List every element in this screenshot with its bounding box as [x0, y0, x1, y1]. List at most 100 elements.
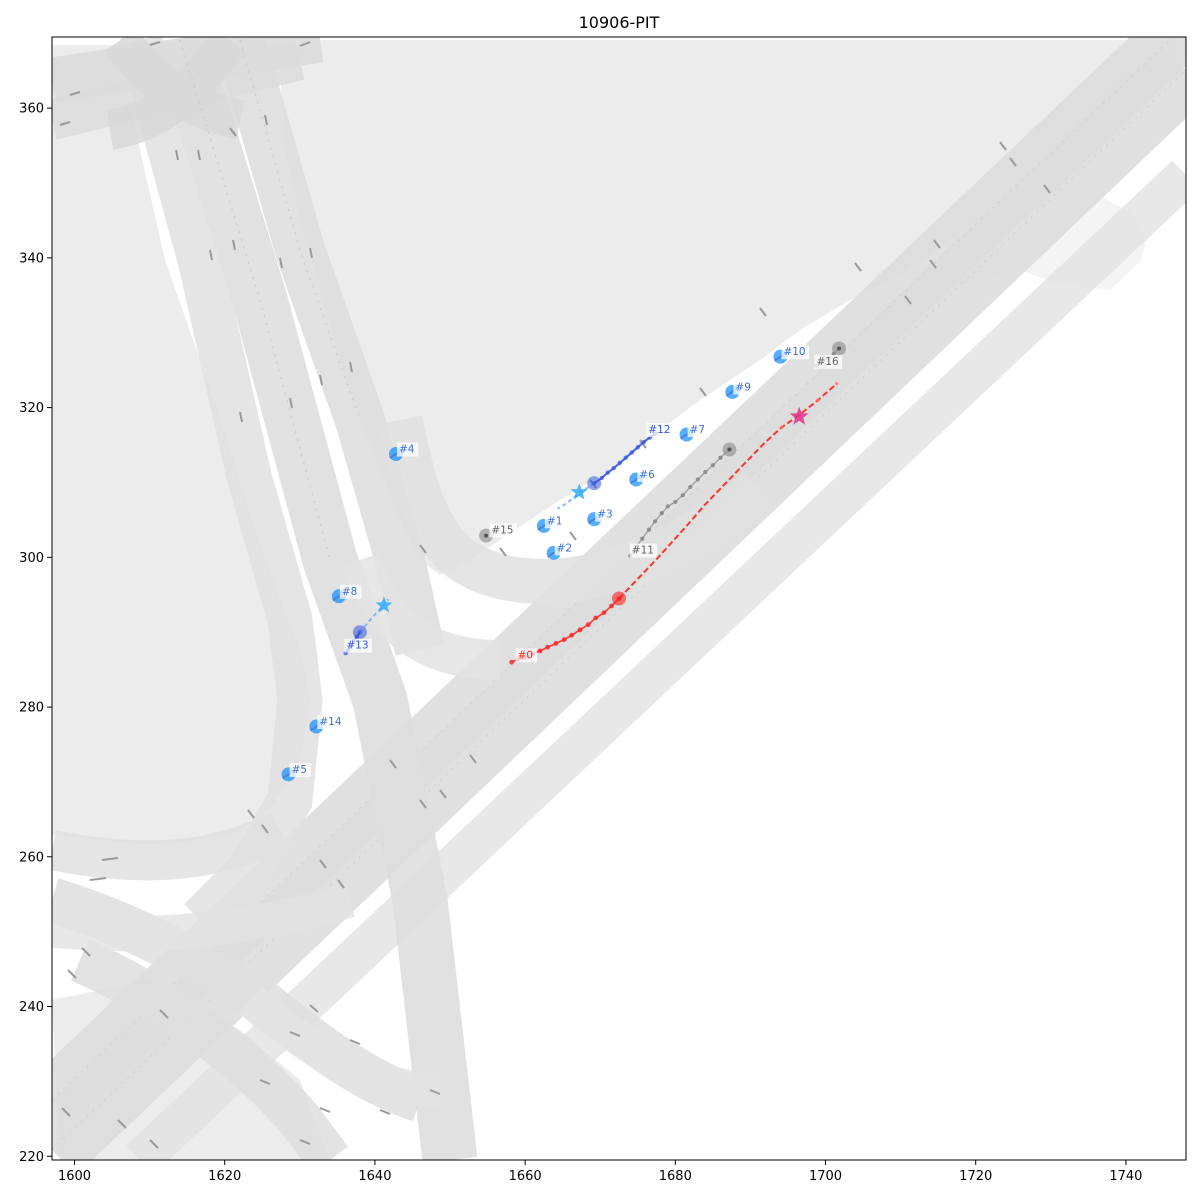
predicted-agent-marker — [352, 625, 367, 640]
agent-label-box — [489, 523, 517, 538]
agent-label: #13 — [346, 640, 368, 652]
agent-label: #15 — [491, 524, 513, 536]
predicted-trail-point — [617, 460, 622, 466]
agent-label-box — [687, 423, 709, 438]
agent-label-box — [646, 423, 674, 438]
agent-label-box — [814, 354, 843, 369]
focal-future-point — [816, 398, 820, 402]
y-tick-label: 340 — [19, 251, 44, 266]
y-tick-label: 320 — [19, 401, 44, 416]
focal-history-point — [509, 659, 515, 665]
agent-label: #6 — [639, 469, 655, 481]
agent-label: #7 — [690, 424, 705, 436]
agent-label-box — [317, 715, 345, 730]
static-history-point — [680, 493, 685, 498]
x-tick-label: 1600 — [58, 1169, 91, 1184]
plot-frame — [51, 36, 1187, 1161]
agent-label-box — [637, 467, 659, 482]
drivable-area — [52, 40, 1186, 1160]
y-tick-label: 360 — [19, 102, 44, 117]
predicted-trail-point — [641, 439, 646, 445]
y-tick-label: 300 — [19, 551, 44, 566]
agent-label: #4 — [399, 444, 415, 456]
road-network — [52, 37, 1186, 1160]
static-history-point — [652, 519, 658, 524]
focal-history-point — [593, 615, 599, 621]
static-history-point — [703, 469, 708, 475]
static-history-point — [673, 499, 678, 505]
focal-goal-star — [789, 406, 809, 425]
focal-history-point — [561, 637, 567, 643]
predicted-trail-point — [611, 466, 616, 471]
agent-label: #16 — [817, 356, 839, 368]
plot-area: #0 #1 #2 #3 #4 #5 #6 #7 #8 #9 #10 #11 #12 #13 #14 #15 #1… — [52, 37, 1186, 1160]
agent-label: #9 — [735, 381, 750, 393]
static-history-point — [659, 511, 664, 516]
agent-label: #8 — [342, 586, 357, 598]
predicted-trail-point — [629, 450, 634, 455]
predicted-trail-point — [599, 475, 604, 481]
x-tick-label: 1720 — [959, 1169, 992, 1184]
focal-history-point — [577, 627, 583, 633]
focal-future-point — [780, 425, 784, 429]
x-tick-label: 1660 — [509, 1169, 542, 1184]
agent-label-box — [289, 762, 311, 777]
agent-label-box — [544, 514, 567, 529]
agent-label: #14 — [319, 716, 341, 728]
agent-label-box — [554, 541, 577, 556]
static-history-point — [640, 536, 645, 541]
predicted-goal-star — [375, 596, 393, 613]
agent-label-box — [515, 648, 538, 663]
focal-history-point — [545, 644, 551, 650]
agent-label: #0 — [518, 649, 533, 661]
y-tick-label: 220 — [19, 1150, 44, 1165]
static-history-point — [665, 504, 670, 509]
y-tick-label: 260 — [19, 850, 44, 865]
focal-agent-marker — [612, 591, 626, 606]
predicted-trail-point — [605, 470, 610, 475]
y-tick-label: 240 — [19, 1000, 44, 1015]
static-history-point — [646, 527, 652, 532]
plot-title: 10906-PIT — [579, 13, 660, 32]
agent-label-box — [339, 584, 362, 599]
agent-label: #2 — [557, 542, 572, 554]
focal-history-point — [569, 632, 575, 638]
agent-label-box — [595, 507, 617, 522]
static-history-point — [695, 477, 700, 482]
agent-label-box — [629, 543, 658, 558]
agent-label-box — [733, 380, 755, 395]
agent-label: #11 — [632, 545, 654, 557]
x-tick-label: 1620 — [208, 1169, 241, 1184]
focal-history-point — [585, 622, 591, 628]
x-tick-label: 1680 — [659, 1169, 692, 1184]
static-history-point — [718, 455, 723, 460]
focal-future-point — [834, 381, 839, 386]
agent-label-box — [344, 638, 372, 653]
agent-label: #5 — [292, 764, 307, 776]
agent-label-box — [781, 345, 810, 360]
x-tick-label: 1700 — [809, 1169, 842, 1184]
focal-history-point — [601, 610, 607, 616]
predicted-agent-marker — [587, 476, 602, 491]
x-tick-label: 1640 — [358, 1169, 391, 1184]
agent-label: #10 — [783, 346, 805, 358]
agent-label: #12 — [648, 424, 670, 436]
focal-history-point — [609, 603, 614, 609]
predicted-trail-point — [623, 455, 628, 460]
static-agent-center — [837, 346, 842, 351]
agent-label: #1 — [547, 515, 562, 527]
static-history-point — [710, 463, 715, 468]
predicted-goal-star — [570, 483, 588, 500]
y-tick-label: 280 — [19, 701, 44, 716]
x-axis: 1600 1620 1640 1660 1680 1700 1720 1740 — [58, 1160, 1142, 1184]
y-axis: 220 240 260 280 300 320 340 360 — [19, 102, 52, 1165]
agents-layer: #0 #1 #2 #3 #4 #5 #6 #7 #8 #9 #10 #11 #12 #13 #14 #15 #1… — [281, 341, 847, 782]
predicted-trail-point — [635, 445, 640, 450]
x-tick-label: 1740 — [1109, 1169, 1142, 1184]
static-agent-center — [727, 447, 732, 452]
agent-label: #3 — [597, 509, 612, 521]
static-agent-center — [484, 533, 489, 538]
focal-history-point — [553, 641, 559, 646]
static-history-point — [688, 484, 693, 490]
